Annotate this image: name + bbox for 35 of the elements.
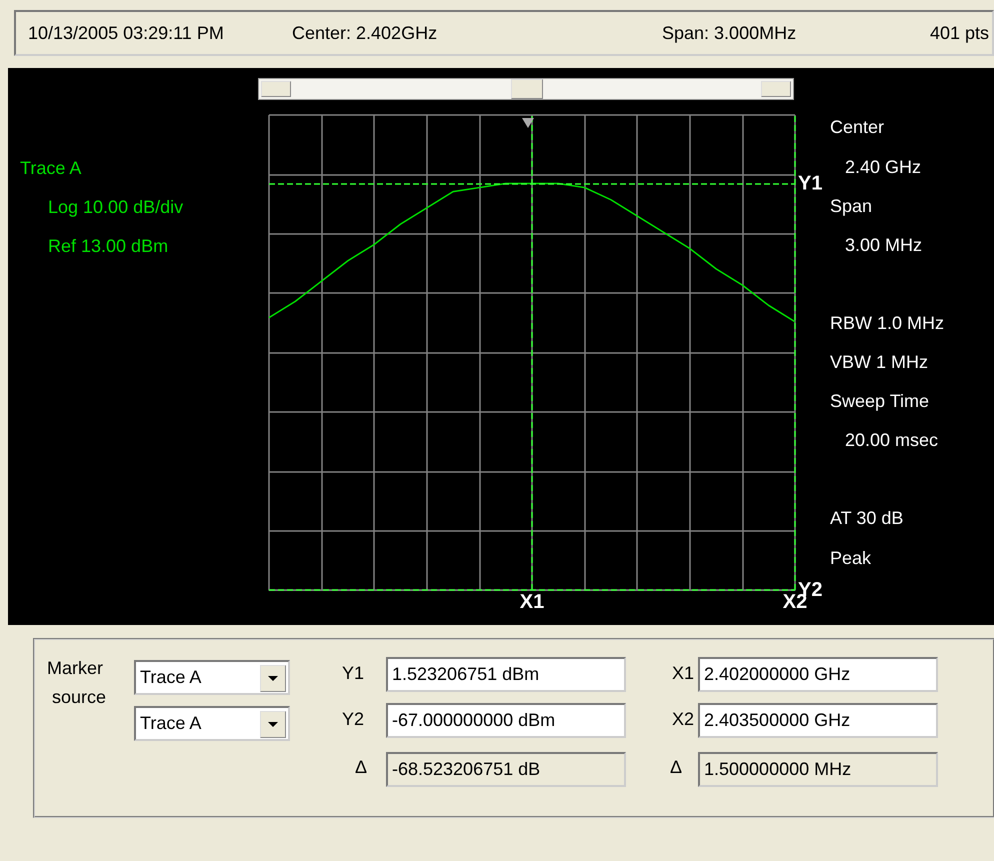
text: source <box>52 686 106 708</box>
text: Δ <box>355 756 368 778</box>
text: AT 30 dB <box>830 507 904 529</box>
text: Log 10.00 dB/div <box>48 196 184 218</box>
text: 401 pts <box>930 22 990 44</box>
text: Peak <box>830 547 872 569</box>
text: 1.500000000 MHz <box>698 752 938 787</box>
text: 10/13/2005 03:29:11 PM <box>28 22 224 44</box>
ref-line-label: Y1 <box>798 172 822 194</box>
text: RBW 1.0 MHz <box>830 312 944 334</box>
text: -67.000000000 dBm <box>386 703 626 738</box>
text: 2.40 GHz <box>845 156 922 178</box>
text: VBW 1 MHz <box>830 351 928 373</box>
text: Y2 <box>342 708 364 730</box>
text: Span: 3.000MHz <box>662 22 796 44</box>
text: Sweep Time <box>830 390 930 412</box>
text: Marker <box>47 657 104 679</box>
text: Δ <box>670 756 682 778</box>
text: X1 <box>672 662 694 684</box>
text: 2.403500000 GHz <box>698 703 938 738</box>
text: X2 <box>672 708 694 730</box>
text: 20.00 msec <box>845 429 938 451</box>
text: Ref 13.00 dBm <box>48 235 168 257</box>
text: Span <box>830 195 872 217</box>
text: Center: 2.402GHz <box>292 22 438 44</box>
text: -68.523206751 dB <box>386 752 626 787</box>
text: 2.402000000 GHz <box>698 657 938 692</box>
text: Trace A <box>20 157 82 179</box>
text: 1.523206751 dBm <box>386 657 626 692</box>
text: X1 <box>520 591 544 613</box>
text: Trace A <box>134 706 290 741</box>
text: Y1 <box>342 662 364 684</box>
text: Trace A <box>134 660 290 695</box>
text: 3.00 MHz <box>845 234 922 256</box>
text: Center <box>830 116 884 138</box>
